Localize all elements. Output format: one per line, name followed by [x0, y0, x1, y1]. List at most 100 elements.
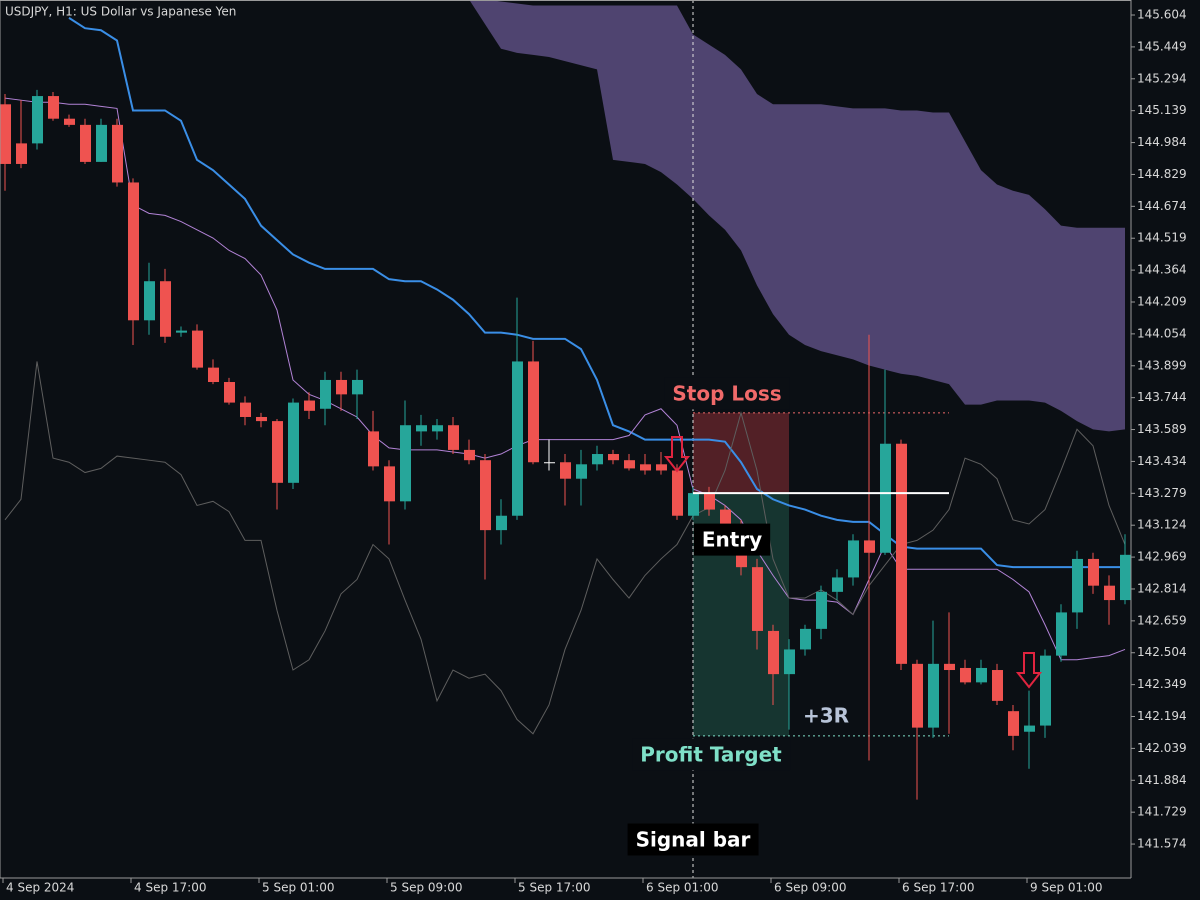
y-tick-label: 143.124 [1137, 518, 1187, 532]
candle-body [128, 182, 139, 321]
y-tick-label: 141.729 [1137, 805, 1187, 819]
candle-body [1056, 612, 1067, 656]
candle-body [368, 431, 379, 467]
y-tick-label: 143.279 [1137, 486, 1187, 500]
y-tick-label: 143.744 [1137, 390, 1187, 404]
candle-body [432, 425, 443, 432]
candle-body [224, 382, 235, 403]
candle-body [848, 540, 859, 578]
x-tick-label: 6 Sep 09:00 [774, 881, 846, 895]
stop-loss-label: Stop Loss [672, 381, 781, 405]
x-tick-label: 4 Sep 17:00 [134, 881, 206, 895]
y-tick-label: 144.364 [1137, 263, 1187, 277]
candle-body [720, 509, 731, 524]
x-tick-label: 9 Sep 01:00 [1030, 881, 1102, 895]
y-tick-label: 142.039 [1137, 741, 1187, 755]
candle-body [304, 400, 315, 411]
y-tick-label: 144.829 [1137, 167, 1187, 181]
candle-body [208, 367, 219, 383]
candle-body [656, 464, 667, 471]
y-tick-label: 144.984 [1137, 135, 1187, 149]
y-tick-label: 145.139 [1137, 103, 1187, 117]
x-tick-label: 4 Sep 2024 [6, 881, 74, 895]
candle-body [480, 460, 491, 531]
candle-body [992, 670, 1003, 701]
candle-body [448, 425, 459, 450]
candle-body [800, 628, 811, 650]
axis-strip-bottom [0, 878, 1131, 900]
signal-arrow [1015, 652, 1043, 689]
candle-body [912, 663, 923, 728]
profit-target-label-box [632, 738, 791, 771]
candle-body [496, 515, 507, 531]
candle-body [608, 454, 619, 461]
candle-body [384, 466, 395, 502]
signal-arrow [663, 436, 691, 473]
reward-label: +3R [803, 703, 849, 727]
candle-body [752, 567, 763, 631]
candle-body [272, 421, 283, 483]
y-tick-label: 143.434 [1137, 454, 1187, 468]
y-tick-label: 142.814 [1137, 581, 1187, 595]
x-tick-label: 5 Sep 09:00 [390, 881, 462, 895]
candle-body [176, 330, 187, 333]
y-tick-label: 142.659 [1137, 613, 1187, 627]
candle-body [256, 416, 267, 422]
candle-body [560, 462, 571, 479]
indicator-layer [4, 17, 1126, 735]
y-tick-label: 144.674 [1137, 199, 1187, 213]
candle-body [864, 540, 875, 553]
y-tick-label: 142.969 [1137, 550, 1187, 564]
y-tick-label: 144.054 [1137, 326, 1187, 340]
x-tick-label: 6 Sep 01:00 [646, 881, 718, 895]
candle-body [464, 449, 475, 461]
candle-body [784, 649, 795, 675]
candle-body [672, 470, 683, 516]
candle-body [880, 443, 891, 553]
candle-body [944, 663, 955, 671]
candle-body [688, 493, 699, 516]
candle-body [416, 425, 427, 432]
y-tick-label: 143.899 [1137, 358, 1187, 372]
candle-body [16, 143, 27, 164]
candle-body [112, 124, 123, 183]
x-tick-label: 6 Sep 17:00 [902, 881, 974, 895]
candle-body [592, 454, 603, 465]
candle-body [832, 577, 843, 592]
y-tick-label: 143.589 [1137, 422, 1187, 436]
candle-body [816, 591, 827, 629]
signal-label-box [627, 823, 759, 856]
candle-body [960, 667, 971, 683]
candle-body [1088, 558, 1099, 586]
chart-title: USDJPY, H1: US Dollar vs Japanese Yen [5, 5, 236, 19]
y-tick-label: 142.504 [1137, 645, 1187, 659]
candle-body [624, 460, 635, 469]
candle-body [928, 663, 939, 728]
risk-zone [693, 412, 789, 494]
axis-strip-right [1131, 0, 1200, 900]
candle-body [288, 402, 299, 483]
entry-label: Entry [702, 528, 762, 552]
y-tick-label: 141.884 [1137, 773, 1187, 787]
candle-body [704, 493, 715, 510]
y-tick-label: 144.209 [1137, 294, 1187, 308]
candle-body [1040, 655, 1051, 726]
candle-body [1104, 585, 1115, 601]
x-tick-label: 5 Sep 01:00 [262, 881, 334, 895]
candle-body [528, 361, 539, 463]
y-tick-label: 145.449 [1137, 39, 1187, 53]
candle-body [400, 425, 411, 502]
stop-loss-label-box [664, 377, 790, 410]
candle-body [544, 462, 555, 464]
y-tick-label: 144.519 [1137, 231, 1187, 245]
y-tick-label: 145.604 [1137, 8, 1187, 22]
signal-label: Signal bar [636, 828, 751, 852]
indicator-line [4, 97, 1126, 661]
profit-target-label: Profit Target [640, 742, 782, 766]
candle-body [32, 96, 43, 144]
candle-body [320, 379, 331, 409]
candle-body [80, 124, 91, 162]
